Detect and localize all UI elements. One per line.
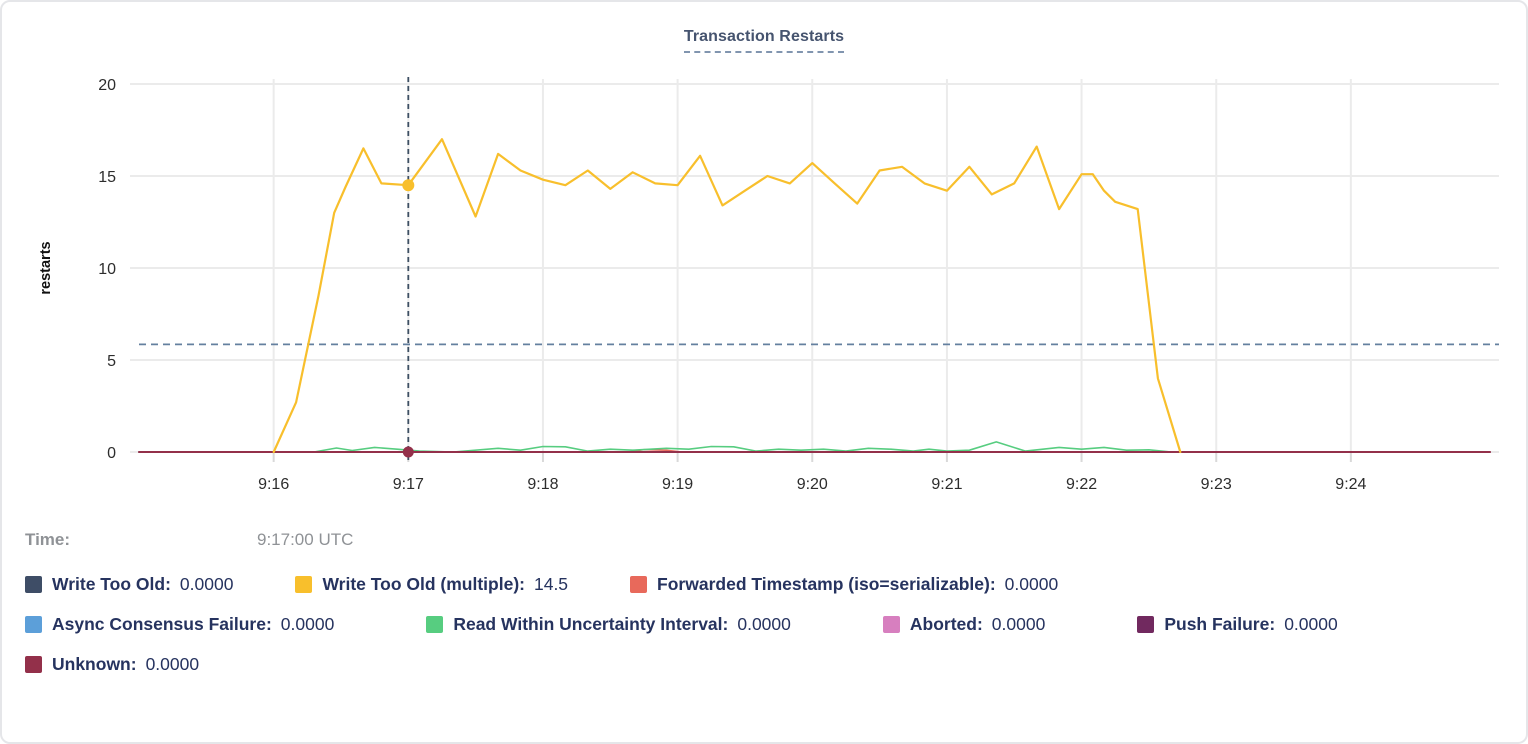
x-axis-tick-label: 9:19 [662, 476, 693, 493]
legend-item-push-failure: Push Failure: 0.0000 [1137, 614, 1338, 635]
x-axis-tick-label: 9:21 [931, 476, 962, 493]
legend-value: 14.5 [533, 574, 569, 594]
hover-point-unknown [402, 446, 414, 458]
y-axis-tick-label: 0 [107, 445, 116, 462]
legend-value: 0.0000 [1284, 614, 1338, 634]
legend-item-write-too-old: Write Too Old: 0.0000 [25, 574, 233, 595]
legend-label: Async Consensus Failure: [52, 614, 272, 634]
legend-item-unknown: Unknown: 0.0000 [25, 654, 199, 675]
legend-label: Read Within Uncertainty Interval: [453, 614, 729, 634]
y-axis-label: restarts [38, 241, 54, 294]
legend-row-1: Write Too Old: 0.0000 Write Too Old (mul… [25, 574, 1526, 595]
x-axis-tick-label: 9:23 [1201, 476, 1232, 493]
x-axis-tick-label: 9:20 [797, 476, 828, 493]
chart-title[interactable]: Transaction Restarts [683, 28, 845, 53]
legend-swatch-aborted-icon [882, 616, 900, 633]
legend-item-aborted: Aborted: 0.0000 [882, 614, 1046, 635]
x-axis-tick-label: 9:24 [1335, 476, 1366, 493]
legend-value: 0.0000 [1004, 574, 1059, 594]
chart-header: Transaction Restarts [2, 28, 1526, 53]
hover-point-write-too-old-multiple- [402, 179, 415, 192]
legend-value: 0.0000 [179, 574, 234, 594]
legend-item-async-consensus-failure: Async Consensus Failure: 0.0000 [25, 614, 334, 635]
y-axis-tick-label: 5 [107, 353, 116, 370]
time-value: 9:17:00 UTC [257, 530, 354, 549]
legend-value: 0.0000 [280, 614, 335, 634]
y-axis-tick-label: 10 [98, 261, 116, 278]
x-axis-tick-label: 9:22 [1066, 476, 1097, 493]
legend-value: 0.0000 [737, 614, 791, 634]
x-axis-tick-label: 9:18 [527, 476, 558, 493]
legend-value: 0.0000 [991, 614, 1046, 634]
x-axis-tick-label: 9:17 [393, 476, 424, 493]
y-axis-tick-label: 20 [98, 77, 116, 94]
legend-label: Write Too Old: [52, 574, 171, 594]
legend-item-forwarded-timestamp: Forwarded Timestamp (iso=serializable): … [630, 574, 1058, 595]
legend-label: Push Failure: [1164, 614, 1276, 634]
time-row: Time: 9:17:00 UTC [25, 530, 1526, 550]
legend-item-read-within-uncertainty-interval: Read Within Uncertainty Interval: 0.0000 [426, 614, 791, 635]
transaction-restarts-line-chart[interactable]: 0 5 10 15 20 9:16 9:17 9:18 9:19 9:20 9:21 9:22 9:23… [2, 2, 1528, 502]
x-axis-tick-label: 9:16 [258, 476, 289, 493]
legend-swatch-write-too-old-multiple-icon [295, 576, 313, 593]
legend-row-3: Unknown: 0.0000 [25, 654, 1526, 675]
legend-swatch-push-failure-icon [1137, 616, 1155, 633]
time-label: Time: [25, 530, 71, 549]
y-axis-tick-label: 15 [98, 169, 116, 186]
legend-swatch-write-too-old-icon [25, 576, 42, 593]
legend-label: Unknown: [52, 654, 137, 674]
legend-item-write-too-old-multiple: Write Too Old (multiple): 14.5 [295, 574, 568, 595]
legend-label: Write Too Old (multiple): [322, 574, 525, 594]
legend-swatch-async-consensus-failure-icon [25, 616, 42, 633]
legend-swatch-forwarded-timestamp-icon [630, 576, 648, 593]
legend-label: Forwarded Timestamp (iso=serializable): [657, 574, 996, 594]
legend-value: 0.0000 [145, 654, 200, 674]
legend-swatch-unknown-icon [25, 656, 42, 673]
legend: Write Too Old: 0.0000 Write Too Old (mul… [25, 574, 1526, 675]
legend-swatch-read-within-uncertainty-icon [426, 616, 444, 633]
hover-readout: Time: 9:17:00 UTC Write Too Old: 0.0000 … [2, 502, 1526, 694]
legend-row-2: Async Consensus Failure: 0.0000 Read Wit… [25, 614, 1526, 635]
legend-label: Aborted: [909, 614, 983, 634]
